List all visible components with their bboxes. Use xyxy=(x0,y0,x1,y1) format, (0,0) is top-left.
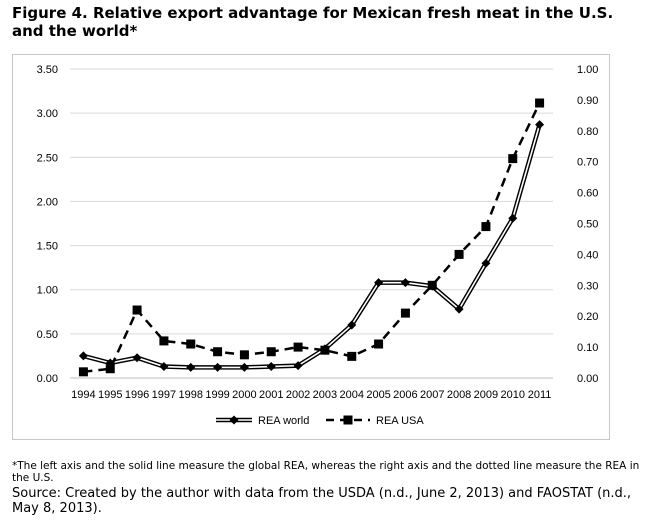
y-left-tick-label: 0.50 xyxy=(37,329,58,341)
x-tick-label: 1996 xyxy=(125,389,149,401)
y-right-tick-label: 0.20 xyxy=(577,311,598,323)
y-right-tick-label: 0.30 xyxy=(577,280,598,292)
rea-usa-point xyxy=(78,367,88,377)
rea-usa-point xyxy=(105,364,115,374)
rea-world-point xyxy=(239,362,249,372)
y-left-tick-label: 2.50 xyxy=(37,152,58,164)
x-tick-label: 2006 xyxy=(393,389,417,401)
rea-world-point xyxy=(213,362,223,372)
x-tick-label: 1994 xyxy=(71,389,95,401)
y-left-tick-label: 2.00 xyxy=(37,196,58,208)
x-tick-label: 2008 xyxy=(447,389,471,401)
y-right-tick-label: 0.10 xyxy=(577,342,598,354)
rea-world-point xyxy=(159,362,169,372)
rea-world-point xyxy=(400,278,410,288)
rea-world-point xyxy=(266,362,276,372)
legend-marker-rea-world xyxy=(229,415,239,425)
rea-usa-point xyxy=(347,351,357,361)
rea-world-point xyxy=(481,258,491,268)
rea-usa-point xyxy=(400,308,410,318)
y-right-tick-label: 0.70 xyxy=(577,157,598,169)
x-tick-label: 2001 xyxy=(259,389,283,401)
series-line-rea-usa xyxy=(83,102,541,374)
rea-world-point xyxy=(78,351,88,361)
x-tick-label: 2010 xyxy=(501,389,525,401)
rea-usa-point xyxy=(481,222,491,232)
y-left-tick-label: 3.00 xyxy=(37,108,58,120)
rea-usa-point xyxy=(454,249,464,259)
rea-usa-point xyxy=(320,345,330,355)
x-tick-label: 1997 xyxy=(152,389,176,401)
rea-usa-point xyxy=(535,98,545,108)
legend-label-rea-world: REA world xyxy=(258,415,309,427)
y-left-tick-label: 1.00 xyxy=(37,285,58,297)
legend-label-rea-usa: REA USA xyxy=(376,415,424,427)
x-tick-label: 1999 xyxy=(205,389,229,401)
y-right-tick-label: 0.90 xyxy=(577,95,598,107)
x-tick-label: 2000 xyxy=(232,389,256,401)
rea-world-point xyxy=(535,120,545,130)
y-right-tick-label: 0.50 xyxy=(577,219,598,231)
figure-footnote: *The left axis and the solid line measur… xyxy=(12,460,640,484)
rea-world-point xyxy=(347,320,357,330)
y-right-tick-label: 0.80 xyxy=(577,126,598,138)
rea-world-point xyxy=(508,213,518,223)
y-right-tick-label: 0.40 xyxy=(577,249,598,261)
y-right-tick-label: 0.60 xyxy=(577,188,598,200)
rea-usa-point xyxy=(132,305,142,315)
x-tick-label: 2002 xyxy=(286,389,310,401)
series-line-rea-world-inner xyxy=(83,124,541,369)
x-tick-label: 2003 xyxy=(313,389,337,401)
y-left-tick-label: 0.00 xyxy=(37,373,58,385)
rea-usa-point xyxy=(186,339,196,349)
y-right-tick-label: 1.00 xyxy=(577,64,598,76)
x-tick-label: 2004 xyxy=(340,389,364,401)
x-tick-label: 2007 xyxy=(420,389,444,401)
rea-usa-point xyxy=(159,336,169,346)
rea-world-point xyxy=(454,304,464,314)
rea-usa-point xyxy=(374,339,384,349)
rea-world-point xyxy=(374,278,384,288)
rea-usa-point xyxy=(427,280,437,290)
rea-world-point xyxy=(132,353,142,363)
y-right-tick-label: 0.00 xyxy=(577,373,598,385)
rea-usa-point xyxy=(508,154,518,164)
legend-marker-rea-usa xyxy=(343,415,353,425)
rea-world-point xyxy=(186,362,196,372)
figure-title: Figure 4. Relative export advantage for … xyxy=(12,4,614,40)
x-tick-label: 1995 xyxy=(98,389,122,401)
rea-world-point xyxy=(293,361,303,371)
rea-usa-point xyxy=(213,347,223,357)
chart-frame xyxy=(12,54,610,440)
x-tick-label: 2005 xyxy=(366,389,390,401)
rea-usa-point xyxy=(239,350,249,360)
x-tick-label: 2009 xyxy=(474,389,498,401)
line-chart: 0.00 0.50 1.00 1.50 2.00 2.50 3.00 3.50 0.00 0.10… xyxy=(37,64,599,427)
rea-usa-point xyxy=(266,347,276,357)
y-left-tick-label: 1.50 xyxy=(37,241,58,253)
y-left-tick-label: 3.50 xyxy=(37,64,58,76)
x-tick-label: 2011 xyxy=(528,389,552,401)
figure-source: Source: Created by the author with data … xyxy=(12,486,632,516)
x-tick-label: 1998 xyxy=(179,389,203,401)
rea-usa-point xyxy=(293,342,303,352)
